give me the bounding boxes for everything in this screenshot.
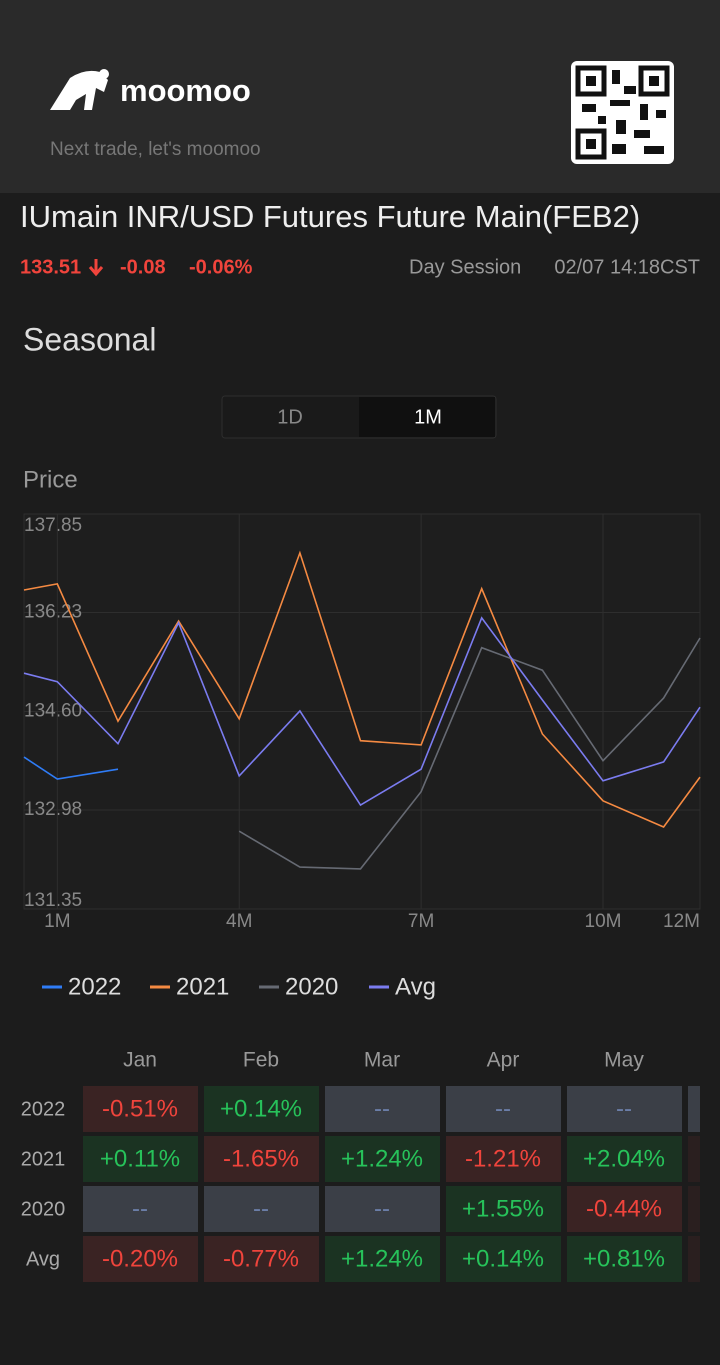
cell-bg-partial: [688, 1186, 700, 1232]
cell: --: [374, 1095, 390, 1122]
legend-label: 2021: [176, 973, 229, 1000]
legend-label: Avg: [395, 973, 436, 1000]
cell-bg: [204, 1086, 319, 1132]
row-label: Avg: [26, 1248, 60, 1270]
legend-label: 2020: [285, 973, 338, 1000]
tab-active[interactable]: 1M: [414, 406, 442, 428]
series-line: [23, 616, 701, 807]
column-header: Jan: [123, 1049, 157, 1072]
series-line: [23, 550, 701, 828]
cell: +0.11%: [100, 1145, 180, 1172]
cell-bg: [325, 1086, 440, 1132]
cell-bg: [567, 1136, 682, 1182]
cell-bg: [204, 1136, 319, 1182]
cell-bg: [325, 1186, 440, 1232]
cell-bg: [204, 1236, 319, 1282]
y-axis-label: Price: [23, 466, 78, 493]
row-label: 2021: [21, 1148, 66, 1170]
cell-bg: [325, 1136, 440, 1182]
column-header: Mar: [364, 1049, 400, 1072]
cell-bg: [83, 1136, 198, 1182]
cell-bg: [446, 1236, 561, 1282]
tagline: Next trade, let's moomoo: [50, 139, 261, 160]
section-title: Seasonal: [23, 321, 156, 357]
change: -0.08: [120, 256, 166, 278]
cell: +2.04%: [583, 1145, 665, 1172]
x-tick-label: 12M: [663, 911, 700, 932]
cell-bg: [83, 1186, 198, 1232]
cell-bg: [83, 1236, 198, 1282]
cell-bg: [567, 1186, 682, 1232]
cell: -0.77%: [223, 1245, 299, 1272]
cell: -0.20%: [102, 1245, 178, 1272]
cell: -0.44%: [586, 1195, 662, 1222]
change-pct: -0.06%: [189, 256, 253, 278]
cell-bg-partial: [688, 1136, 700, 1182]
y-tick-label: 137.85: [24, 515, 82, 536]
y-tick-label: 134.60: [24, 701, 82, 722]
cell-bg: [204, 1186, 319, 1232]
y-tick-label: 131.35: [24, 890, 82, 911]
cell-bg: [567, 1236, 682, 1282]
cell: +0.14%: [462, 1245, 544, 1272]
cell: +1.24%: [341, 1145, 423, 1172]
series-line: [238, 637, 701, 870]
cell: -0.51%: [102, 1095, 178, 1122]
column-header: Apr: [487, 1049, 520, 1072]
series-line: [23, 756, 119, 780]
cell: +0.14%: [220, 1095, 302, 1122]
cell-bg: [567, 1086, 682, 1132]
cell: -1.21%: [465, 1145, 541, 1172]
x-tick-label: 1M: [44, 911, 70, 932]
time: 02/07 14:18CST: [554, 256, 700, 278]
y-tick-label: 132.98: [24, 799, 82, 820]
cell: --: [495, 1095, 511, 1122]
cell-bg: [325, 1236, 440, 1282]
cell: -1.65%: [223, 1145, 299, 1172]
cell-bg: [83, 1086, 198, 1132]
x-tick-label: 10M: [585, 911, 622, 932]
cell: --: [253, 1195, 269, 1222]
x-tick-label: 4M: [226, 911, 252, 932]
tab[interactable]: 1D: [277, 406, 303, 428]
tab-active-bg: [359, 397, 495, 437]
cell-bg: [446, 1086, 561, 1132]
row-label: 2022: [21, 1098, 66, 1120]
down-arrow: [88, 259, 104, 277]
column-header: May: [604, 1049, 644, 1072]
row-label: 2020: [21, 1198, 66, 1220]
cell: --: [616, 1095, 632, 1122]
logo-icon: [50, 69, 109, 110]
quote-title: IUmain INR/USD Futures Future Main(FEB2): [20, 199, 640, 234]
cell-bg-partial: [688, 1236, 700, 1282]
cell: --: [374, 1195, 390, 1222]
cell: +0.81%: [583, 1245, 665, 1272]
qr-code: [571, 61, 674, 164]
cell: --: [132, 1195, 148, 1222]
cell-bg: [446, 1186, 561, 1232]
cell: +1.55%: [462, 1195, 544, 1222]
price: 133.51: [20, 256, 81, 278]
x-tick-label: 7M: [408, 911, 434, 932]
legend-label: 2022: [68, 973, 121, 1000]
cell-bg-partial: [688, 1086, 700, 1132]
cell-bg: [446, 1136, 561, 1182]
cell: +1.24%: [341, 1245, 423, 1272]
brand: moomoo: [120, 73, 251, 108]
column-header: Feb: [243, 1049, 279, 1072]
session: Day Session: [409, 256, 521, 278]
